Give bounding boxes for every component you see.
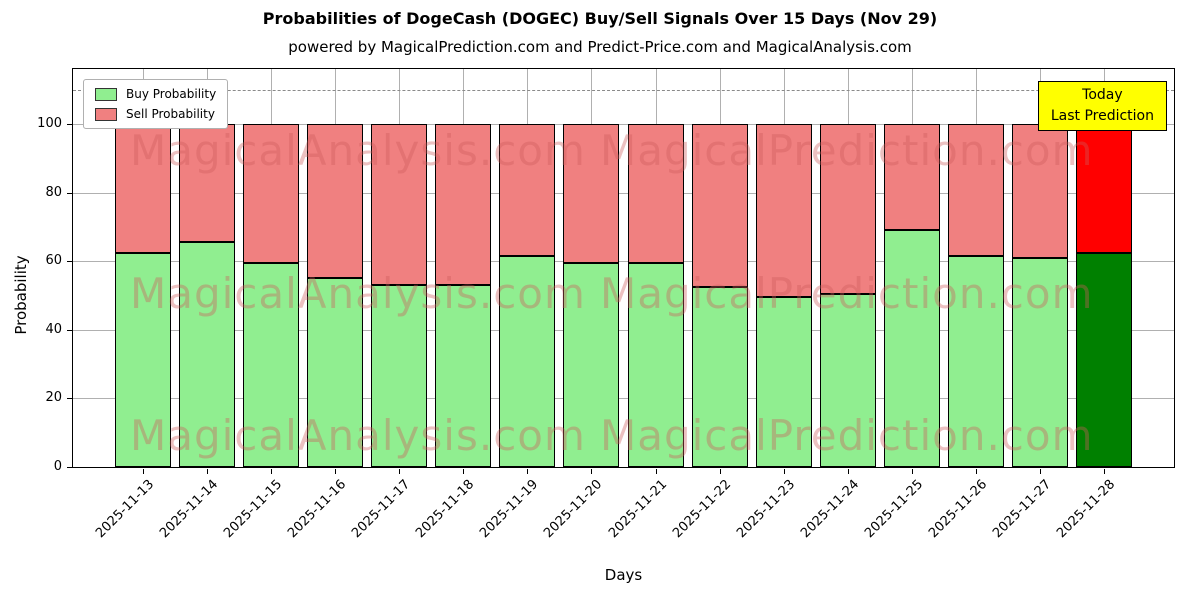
today-annotation: Today Last Prediction [1037,81,1167,131]
bar-segment-buy [948,256,1004,467]
x-tick-label: 2025-11-21 [606,477,671,542]
x-tick-label: 2025-11-25 [862,477,927,542]
x-tick-mark [271,469,272,474]
h-gridline [73,192,1174,194]
bar-segment-sell [115,124,171,253]
x-tick-mark [463,469,464,474]
h-gridline [73,329,1174,331]
today-annotation-line1: Today [1082,87,1123,103]
y-tick-label: 80 [45,184,62,200]
bar-segment-sell [692,124,748,287]
bar-segment-buy [692,287,748,467]
x-tick-mark [656,469,657,474]
bar-segment-buy [1012,258,1068,467]
bar-segment-buy [307,278,363,467]
chart-subtitle: powered by MagicalPrediction.com and Pre… [288,38,912,56]
x-tick-mark [784,469,785,474]
y-tick-mark [67,467,72,468]
y-tick-mark [67,398,72,400]
legend: Buy Probability Sell Probability [83,79,229,129]
x-tick-mark [976,469,977,474]
bar-segment-sell [243,124,299,263]
bar-segment-sell [435,124,491,285]
x-tick-mark [527,469,528,474]
x-tick-mark [848,469,849,474]
bar-segment-sell [948,124,1004,256]
y-tick-label: 20 [45,390,62,406]
x-tick-label: 2025-11-15 [221,477,286,542]
legend-item-buy: Buy Probability [95,87,216,101]
x-tick-mark [912,469,913,474]
x-tick-mark [399,469,400,474]
y-tick-label: 0 [53,459,62,474]
y-tick-label: 40 [45,321,62,337]
bar-segment-sell [1076,124,1132,253]
chart-title: Probabilities of DogeCash (DOGEC) Buy/Se… [262,9,938,28]
bar-segment-sell [884,124,940,230]
x-tick-mark [207,469,208,474]
bar-segment-sell [563,124,619,263]
x-tick-label: 2025-11-19 [477,477,542,542]
y-tick-mark [67,192,72,194]
x-tick-label: 2025-11-18 [413,477,478,542]
plot-area: Buy Probability Sell Probability Today L… [72,68,1175,468]
x-tick-label: 2025-11-17 [349,477,414,542]
x-tick-label: 2025-11-20 [541,477,606,542]
bar-segment-sell [628,124,684,263]
x-tick-mark [335,469,336,474]
bar-segment-buy [371,285,427,467]
bar-segment-sell [307,124,363,278]
y-tick-mark [67,329,72,331]
x-tick-label: 2025-11-26 [926,477,991,542]
bar-segment-sell [179,124,235,242]
y-tick-label: 60 [45,253,62,269]
buy-probability-label: Buy Probability [126,87,217,101]
x-tick-label: 2025-11-16 [285,477,350,542]
bar-segment-buy [499,256,555,467]
bar-segment-sell [499,124,555,256]
h-gridline [73,123,1174,125]
bar-segment-buy [884,230,940,467]
bar-segment-buy [756,297,812,467]
bar-segment-buy [435,285,491,467]
buy-probability-swatch [95,87,117,101]
x-tick-mark [1104,469,1105,474]
x-tick-label: 2025-11-23 [734,477,799,542]
x-tick-mark [591,469,592,474]
x-tick-mark [720,469,721,474]
legend-item-sell: Sell Probability [95,107,216,121]
h-gridline [73,398,1174,400]
x-tick-label: 2025-11-13 [93,477,158,542]
x-tick-label: 2025-11-28 [1054,477,1119,542]
bar-segment-buy [243,263,299,467]
h-gridline [73,261,1174,263]
today-annotation-line2: Last Prediction [1050,108,1154,124]
dashed-threshold-line [73,89,1174,91]
y-tick-mark [67,123,72,125]
x-tick-mark [1040,469,1041,474]
bar-segment-buy [1076,253,1132,467]
x-tick-label: 2025-11-24 [798,477,863,542]
x-tick-mark [143,469,144,474]
bar-segment-buy [820,294,876,467]
x-tick-label: 2025-11-22 [670,477,735,542]
y-tick-label: 100 [37,115,62,131]
bar-segment-buy [563,263,619,467]
sell-probability-swatch [95,107,117,121]
sell-probability-label: Sell Probability [126,107,215,121]
bar-segment-buy [115,253,171,467]
bar-segment-sell [820,124,876,294]
y-tick-mark [67,261,72,263]
bar-segment-buy [628,263,684,467]
bar-segment-sell [756,124,812,297]
x-tick-label: 2025-11-27 [990,477,1055,542]
bar-segment-sell [371,124,427,285]
x-axis-label: Days [604,566,643,584]
bar-segment-buy [179,242,235,467]
x-tick-label: 2025-11-14 [157,477,222,542]
bar-segment-sell [1012,124,1068,258]
